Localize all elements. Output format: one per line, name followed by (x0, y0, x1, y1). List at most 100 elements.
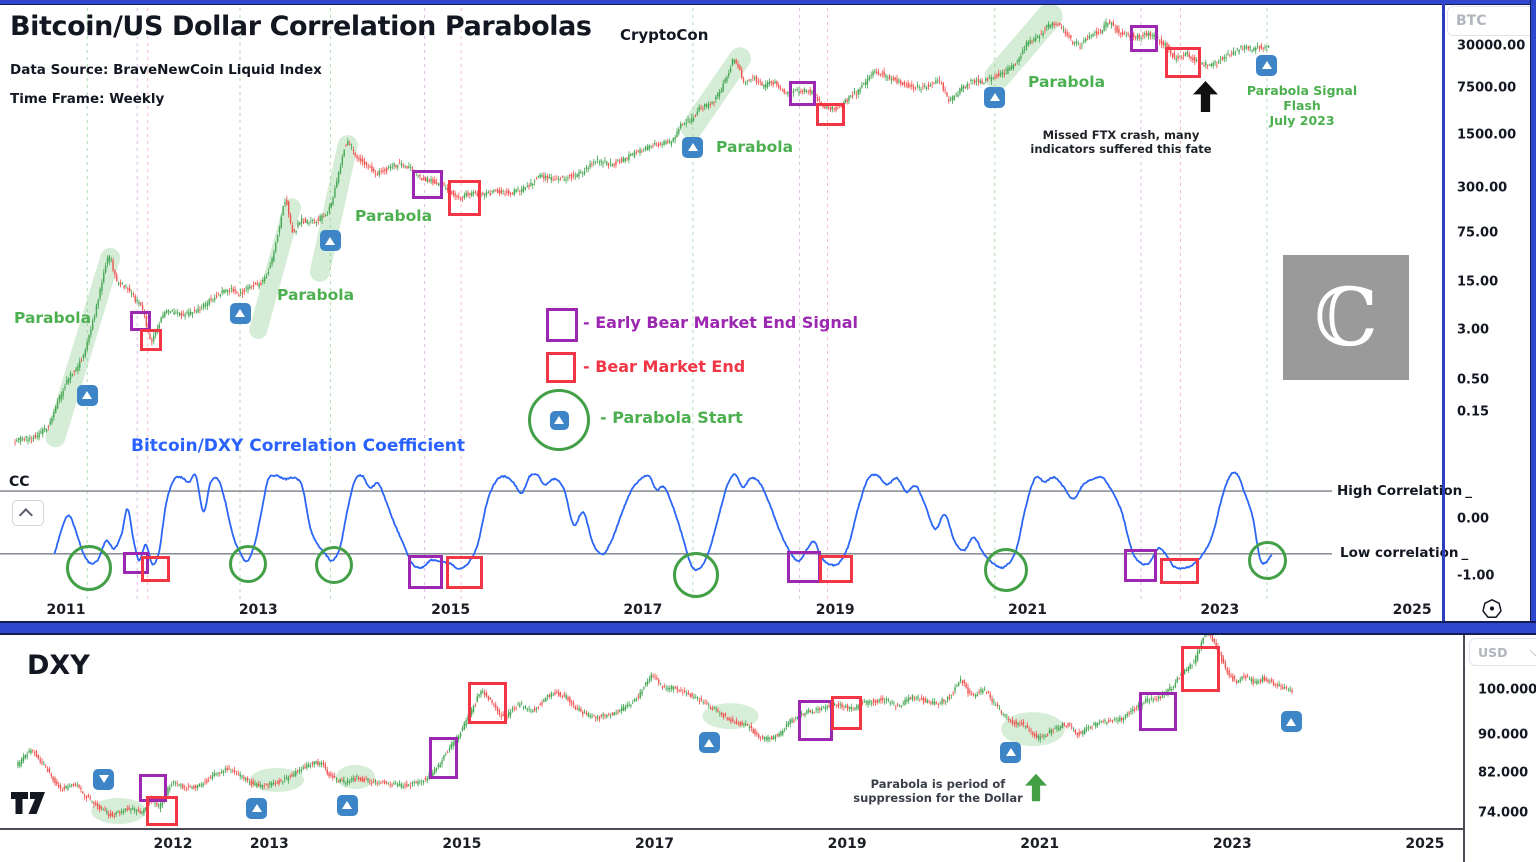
dxy-title: DXY (27, 650, 90, 681)
correlation-coefficient-line (53, 471, 1273, 572)
year-tick: 2013 (238, 602, 278, 618)
price-tick: 82.000 (1478, 765, 1529, 781)
price-tick: 3.00 (1457, 322, 1490, 338)
cc-early-bear-market-end-marker (408, 555, 444, 590)
frame-border-right (1530, 0, 1536, 631)
white-triangle-up-icon (1261, 61, 1272, 70)
dxy-bear-market-end-marker (830, 695, 862, 730)
dxy-parabola-start-marker (698, 732, 720, 754)
dxy-time-axis[interactable]: 2012 2013 2015 2017 2019 2021 2023 2025 (0, 832, 1464, 862)
chart-settings-icon[interactable] (1481, 598, 1503, 620)
year-tick: 2015 (442, 836, 482, 852)
early-bear-market-end-marker (789, 80, 817, 106)
price-tick: 0.15 (1457, 404, 1490, 420)
dollar-suppression-note: Parabola is period of suppression for th… (853, 777, 1023, 806)
cc-bear-market-end-marker (1160, 558, 1200, 585)
white-triangle-up-icon (687, 143, 698, 152)
dxy-bear-market-end-marker (145, 796, 178, 826)
parabola-band (680, 47, 751, 140)
btc-chart-plot[interactable] (0, 0, 1536, 621)
candles-bearish-wicks (32, 631, 1293, 819)
white-triangle-down-icon (98, 775, 109, 783)
parabola-label: Parabola (277, 286, 355, 304)
dxy-bear-market-end-marker (467, 681, 507, 724)
dxy-chart-plot[interactable] (0, 631, 1536, 862)
parabola-start-marker (76, 384, 98, 406)
dxy-parabola-start-marker (1000, 741, 1022, 763)
cc-parabola-start-circle (315, 545, 354, 584)
dxy-y-axis-separator (1463, 631, 1465, 862)
legend-early-bear-market-end-label: - Early Bear Market End Signal (583, 313, 858, 332)
year-tick: 2023 (1200, 602, 1240, 618)
white-triangle-up-icon (989, 93, 1000, 102)
parabola-start-marker (984, 86, 1006, 108)
year-tick: 2025 (1392, 602, 1432, 618)
white-triangle-up-icon (325, 236, 336, 245)
parabola-label: Parabola (716, 138, 794, 156)
parabola-band (45, 248, 121, 448)
parabola-band (984, 3, 1063, 90)
white-triangle-up-icon (82, 391, 93, 400)
dxy-x-axis-line (0, 828, 1464, 830)
bear-market-end-marker (816, 103, 845, 127)
parabola-label: Parabola (1028, 73, 1106, 91)
year-tick: 2015 (431, 602, 471, 618)
data-source-label: Data Source: BraveNewCoin Liquid Index (10, 62, 322, 78)
white-triangle-up-icon (704, 738, 715, 747)
legend-parabola-start-swatch (528, 389, 590, 451)
btc-symbol-dropdown[interactable]: BTC (1447, 6, 1536, 36)
btc-symbol-dropdown-value: BTC (1456, 13, 1487, 29)
dxy-price-axis[interactable]: 100.000 90.000 82.000 74.000 (1465, 631, 1536, 831)
dxy-early-bear-market-end-marker (797, 699, 833, 741)
early-bear-market-end-marker (1129, 25, 1158, 53)
candles-bullish-wicks (17, 631, 1291, 818)
cc-bear-market-end-marker (141, 555, 171, 582)
cryptocon-logo-glyph: ℂ (1314, 270, 1378, 364)
legend-bear-market-end-swatch (546, 352, 576, 383)
dollar-suppression-band (702, 703, 759, 730)
cryptocon-logo: ℂ (1283, 255, 1409, 380)
legend-early-bear-market-end-swatch (546, 308, 578, 342)
tradingview-logo[interactable] (11, 791, 47, 815)
cc-parabola-start-circle (984, 547, 1029, 592)
arrow-up-marker-icon (549, 410, 569, 430)
cc-parabola-start-circle (672, 552, 719, 598)
chevron-up-icon (18, 508, 33, 523)
white-triangle-up-icon (1286, 717, 1297, 726)
dxy-early-bear-market-end-marker (429, 736, 459, 779)
cc-parabola-start-circle (228, 545, 267, 584)
candles-bearish-bodies (32, 631, 1293, 817)
usd-symbol-dropdown[interactable]: USD (1469, 638, 1536, 666)
parabola-band (309, 135, 358, 282)
dollar-suppression-band (335, 765, 376, 789)
parabola-start-marker (229, 302, 251, 324)
year-tick: 2011 (46, 602, 86, 618)
dxy-bear-market-end-marker (1181, 645, 1221, 692)
price-tick: 15.00 (1457, 274, 1499, 290)
bear-market-end-marker (447, 179, 481, 216)
dollar-suppression-band (91, 798, 146, 824)
price-tick: 100.000 (1478, 682, 1536, 698)
cc-early-bear-market-end-marker (123, 552, 150, 575)
dxy-early-bear-market-end-marker (138, 774, 167, 802)
author-watermark: CryptoCon (620, 26, 709, 44)
early-bear-market-end-marker (412, 169, 444, 199)
btc-price-axis[interactable]: 30000.00 7500.00 1500.00 300.00 75.00 15.00 3.… (1443, 0, 1531, 621)
dollar-suppression-band (1001, 712, 1065, 747)
high-correlation-label: High Correlation (1337, 483, 1472, 499)
time-frame-label: Time Frame: Weekly (10, 91, 165, 107)
dxy-early-bear-market-end-marker (1139, 691, 1178, 731)
cc-bear-market-end-marker (819, 554, 854, 583)
parabola-start-marker (1256, 54, 1278, 76)
parabola-start-marker (319, 230, 341, 252)
legend-bear-market-end-label: - Bear Market End (583, 357, 746, 376)
white-triangle-up-icon (235, 309, 246, 318)
price-tick: 300.00 (1457, 180, 1508, 196)
dxy-parabola-down-marker (93, 768, 115, 790)
year-tick: 2017 (623, 602, 663, 618)
collapse-pane-button[interactable] (12, 500, 44, 526)
price-tick: 0.50 (1457, 372, 1490, 388)
btc-time-axis[interactable]: 2011 2013 2015 2017 2019 2021 2023 2025 (0, 600, 1443, 621)
year-tick: 2019 (815, 602, 855, 618)
year-tick: 2013 (249, 836, 289, 852)
